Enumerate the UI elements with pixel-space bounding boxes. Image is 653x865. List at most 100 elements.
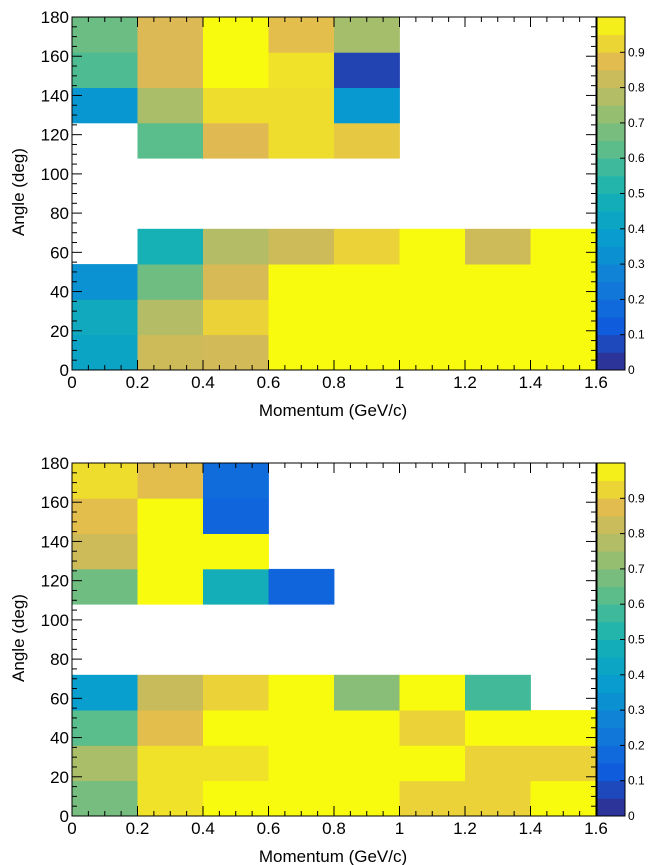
heatmap-cell xyxy=(137,498,204,534)
heatmap-cell xyxy=(203,264,269,300)
heatmap-cell xyxy=(137,334,204,371)
x-tick-label: 1 xyxy=(395,819,404,838)
heatmap-cell xyxy=(72,498,138,534)
palette-swatch xyxy=(597,515,625,534)
palette-swatch xyxy=(597,299,625,318)
palette-swatch xyxy=(597,211,625,230)
y-tick-label: 20 xyxy=(50,322,69,341)
heatmap-cell xyxy=(203,498,269,534)
heatmap-cell xyxy=(530,745,597,782)
y-tick-label: 140 xyxy=(41,532,69,551)
heatmap-cell xyxy=(203,780,269,817)
x-tick-label: 1.4 xyxy=(519,819,543,838)
heatmap-cell xyxy=(72,87,138,124)
palette-swatch xyxy=(597,105,625,124)
heatmap-cell xyxy=(465,299,531,336)
x-tick-label: 0 xyxy=(67,819,76,838)
heatmap-cell xyxy=(268,710,335,746)
heatmap-cell xyxy=(72,568,138,605)
palette-tick-label: 0.2 xyxy=(628,292,645,306)
y-tick-label: 60 xyxy=(50,243,69,262)
heatmap-cell xyxy=(399,299,466,336)
x-tick-label: 1.2 xyxy=(453,373,477,392)
heatmap-cell xyxy=(399,228,466,265)
palette-tick-label: 0.8 xyxy=(628,527,645,541)
palette-swatch xyxy=(597,52,625,71)
x-axis-title: Momentum (GeV/c) xyxy=(259,847,407,865)
heatmap-cell xyxy=(72,299,138,336)
heatmap-cell xyxy=(334,745,400,782)
heatmap-cell xyxy=(399,780,466,817)
heatmap-cell xyxy=(72,264,138,300)
heatmap-cell xyxy=(399,710,466,746)
y-tick-label: 40 xyxy=(50,283,69,302)
heatmap-cell xyxy=(399,334,466,371)
y-tick-label: 160 xyxy=(41,47,69,66)
heatmap-cell xyxy=(137,299,204,336)
heatmap-cell xyxy=(268,334,335,371)
palette-tick-label: 0.7 xyxy=(628,116,645,130)
palette-swatch xyxy=(597,69,625,88)
heatmap-cell xyxy=(465,228,531,265)
heatmap-cell xyxy=(137,122,204,159)
bottom-heatmap-panel: Angle (deg) Momentum (GeV/c) 0 0.2 0.4 0.6 0… xyxy=(9,454,645,865)
heatmap-cell xyxy=(334,710,400,746)
y-tick-label: 120 xyxy=(41,126,69,145)
heatmap-cell xyxy=(268,674,335,711)
heatmap-cell xyxy=(72,533,138,570)
y-tick-label: 0 xyxy=(60,807,69,826)
palette-tick-label: 0.1 xyxy=(628,328,645,342)
heatmap-cell xyxy=(268,87,335,124)
heatmap-cell xyxy=(203,122,269,159)
heatmap-cell xyxy=(137,745,204,782)
y-tick-label: 40 xyxy=(50,729,69,748)
heatmap-cell xyxy=(334,228,400,265)
heatmap-cell xyxy=(137,17,204,53)
heatmap-cell xyxy=(203,674,269,711)
palette-swatch xyxy=(597,745,625,764)
heatmap-cell xyxy=(72,334,138,371)
heatmap-cell xyxy=(137,228,204,265)
y-tick-label: 80 xyxy=(50,650,69,669)
palette-tick-label: 0.5 xyxy=(628,633,645,647)
y-tick-label: 140 xyxy=(41,86,69,105)
heatmap-cell xyxy=(72,745,138,782)
heatmap-cell xyxy=(268,122,335,159)
palette-tick-label: 0.3 xyxy=(628,703,645,717)
palette-swatch xyxy=(597,657,625,676)
heatmap-cell xyxy=(268,52,335,88)
heatmap-cell xyxy=(530,264,597,300)
heatmap-cell xyxy=(465,674,531,711)
heatmap-cell xyxy=(334,17,400,53)
palette-swatch xyxy=(597,498,625,517)
y-axis-title: Angle (deg) xyxy=(9,148,28,236)
heatmap-cell xyxy=(334,52,400,88)
y-tick-label: 100 xyxy=(41,611,69,630)
palette-swatch xyxy=(597,551,625,570)
palette-tick-label: 0.6 xyxy=(628,151,645,165)
x-tick-label: 0.8 xyxy=(322,373,346,392)
palette-swatch xyxy=(597,122,625,141)
y-tick-label: 0 xyxy=(60,361,69,380)
heatmap-cell xyxy=(334,122,400,159)
palette-tick-label: 0.1 xyxy=(628,774,645,788)
x-tick-label: 0.2 xyxy=(126,819,150,838)
y-tick-label: 100 xyxy=(41,165,69,184)
heatmap-cell xyxy=(203,299,269,336)
heatmap-cell xyxy=(137,674,204,711)
heatmap-cell xyxy=(72,52,138,88)
heatmap-cell xyxy=(268,264,335,300)
heatmap-cell xyxy=(465,780,531,817)
palette-swatch xyxy=(597,568,625,587)
heatmap-cell xyxy=(334,674,400,711)
x-tick-label: 0.4 xyxy=(191,373,215,392)
x-tick-label: 1.6 xyxy=(584,819,608,838)
palette-tick-label: 0.7 xyxy=(628,562,645,576)
palette-swatch xyxy=(597,17,625,36)
palette-swatch xyxy=(597,228,625,247)
x-tick-label: 0 xyxy=(67,373,76,392)
x-tick-label: 0.6 xyxy=(257,373,281,392)
heatmap-cell xyxy=(137,52,204,88)
heatmap-cell xyxy=(334,780,400,817)
